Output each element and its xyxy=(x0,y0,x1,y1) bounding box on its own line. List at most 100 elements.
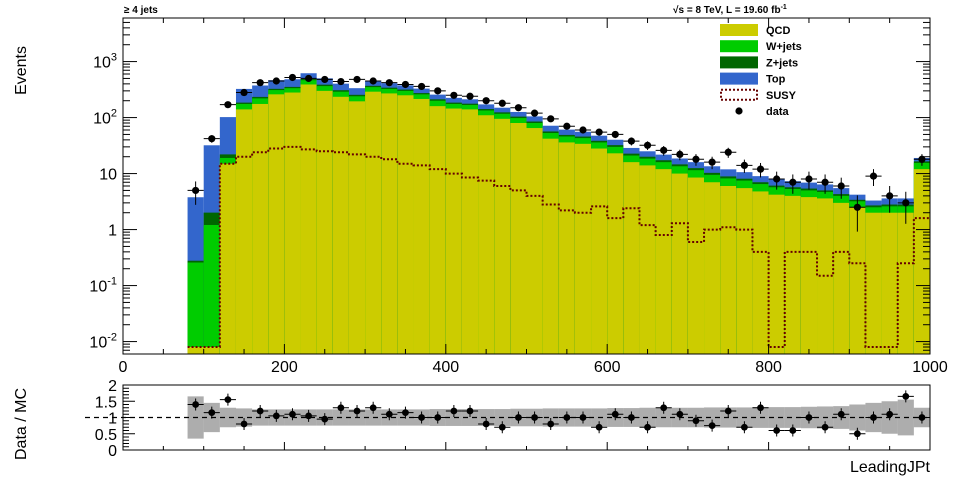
ratio-y-axis-title: Data / MC xyxy=(13,388,30,460)
stacked-bars xyxy=(187,73,930,355)
bar-qcd-920 xyxy=(865,212,882,354)
data-point xyxy=(736,159,753,173)
ratio-y-axis-ticks: 00.511.52 xyxy=(95,378,135,460)
data-point xyxy=(252,79,269,87)
ratio-point xyxy=(348,405,366,417)
svg-text:QCD: QCD xyxy=(766,25,791,37)
ratio-y-tick-label: 0.5 xyxy=(95,427,117,444)
bar-qcd-720 xyxy=(704,182,721,354)
data-point xyxy=(639,141,656,151)
data-point xyxy=(365,77,382,85)
data-point xyxy=(526,109,543,117)
legend-entry-data: data xyxy=(735,106,790,118)
bar-qcd-980 xyxy=(913,169,930,354)
bar-qcd-340 xyxy=(397,95,414,354)
ratio-point xyxy=(897,390,914,403)
data-point xyxy=(865,169,882,186)
ratio-point xyxy=(365,401,382,414)
bar-qcd-560 xyxy=(574,143,592,354)
bar-qcd-480 xyxy=(510,123,527,354)
bar-qcd-440 xyxy=(478,115,495,354)
ratio-point xyxy=(671,408,688,421)
legend: QCD W+jets Z+jets Top SUSY data xyxy=(720,24,802,118)
data-point xyxy=(800,171,818,190)
susy-step-line xyxy=(187,145,930,349)
bar-qcd-520 xyxy=(542,138,559,354)
bar-qcd-900 xyxy=(849,207,866,354)
bar-qcd-360 xyxy=(413,98,430,354)
data-point xyxy=(591,128,608,136)
ratio-point xyxy=(881,408,898,421)
ratio-y-tick-label: 2 xyxy=(108,378,117,395)
bar-qcd-140 xyxy=(235,109,253,354)
ratio-point xyxy=(445,405,462,417)
bar-wjets-100 xyxy=(203,224,220,354)
data-points xyxy=(187,73,930,232)
data-point xyxy=(817,174,834,194)
susy-outline xyxy=(187,145,930,349)
x-tick-label: 1000 xyxy=(912,359,948,376)
data-point xyxy=(348,75,366,84)
bar-qcd-860 xyxy=(817,198,834,354)
data-point xyxy=(316,75,333,84)
ratio-point xyxy=(397,406,414,419)
ratio-point xyxy=(558,411,575,424)
bar-wjets-80 xyxy=(187,262,204,354)
data-point xyxy=(768,171,785,190)
ratio-point xyxy=(478,418,495,430)
bar-qcd-280 xyxy=(348,101,366,354)
bar-qcd-240 xyxy=(316,90,333,355)
data-point xyxy=(268,77,285,85)
data-point xyxy=(413,82,430,91)
data-point xyxy=(445,91,462,99)
y-tick-label: 10-2 xyxy=(89,332,117,352)
bar-qcd-800 xyxy=(768,194,785,354)
ratio-point xyxy=(381,408,398,421)
data-point xyxy=(219,101,236,109)
x-tick-label: 800 xyxy=(755,359,782,376)
data-point xyxy=(510,104,527,112)
ratio-point xyxy=(913,411,930,424)
bar-qcd-700 xyxy=(687,177,705,354)
data-point xyxy=(623,137,640,146)
band-bin xyxy=(704,407,721,428)
ratio-point xyxy=(219,393,236,406)
bar-qcd-420 xyxy=(461,109,479,354)
data-point xyxy=(429,87,446,95)
bar-qcd-540 xyxy=(558,142,575,354)
ratio-point xyxy=(268,409,285,422)
data-point xyxy=(655,145,672,156)
ratio-point xyxy=(510,411,527,424)
data-point xyxy=(461,92,479,100)
ratio-point xyxy=(833,408,850,421)
bar-qcd-680 xyxy=(671,173,688,354)
x-tick-label: 0 xyxy=(119,359,128,376)
ratio-point xyxy=(784,424,801,437)
ratio-point xyxy=(591,421,608,434)
ratio-point xyxy=(316,413,333,426)
data-point xyxy=(542,115,559,123)
bar-qcd-780 xyxy=(752,191,769,354)
band-bin xyxy=(235,408,253,427)
bar-qcd-880 xyxy=(833,202,850,354)
bar-qcd-820 xyxy=(784,195,801,354)
y-tick-label: 1 xyxy=(108,223,117,240)
svg-text:Top: Top xyxy=(766,74,786,86)
bar-qcd-960 xyxy=(897,212,914,354)
data-point xyxy=(381,79,398,87)
ratio-point xyxy=(720,405,737,417)
data-point xyxy=(187,181,204,205)
top-right-label: √s = 8 TeV, L = 19.60 fb-1 xyxy=(673,4,787,16)
band-bin xyxy=(768,407,785,428)
legend-entry-qcd: QCD xyxy=(720,24,791,37)
ratio-point xyxy=(752,401,769,414)
bar-qcd-300 xyxy=(365,91,382,354)
data-point xyxy=(833,177,850,199)
data-point xyxy=(687,154,705,166)
ratio-point xyxy=(639,421,656,434)
ratio-point xyxy=(574,411,592,424)
x-tick-label: 400 xyxy=(432,359,459,376)
ratio-point xyxy=(849,427,866,440)
data-point xyxy=(284,73,301,82)
